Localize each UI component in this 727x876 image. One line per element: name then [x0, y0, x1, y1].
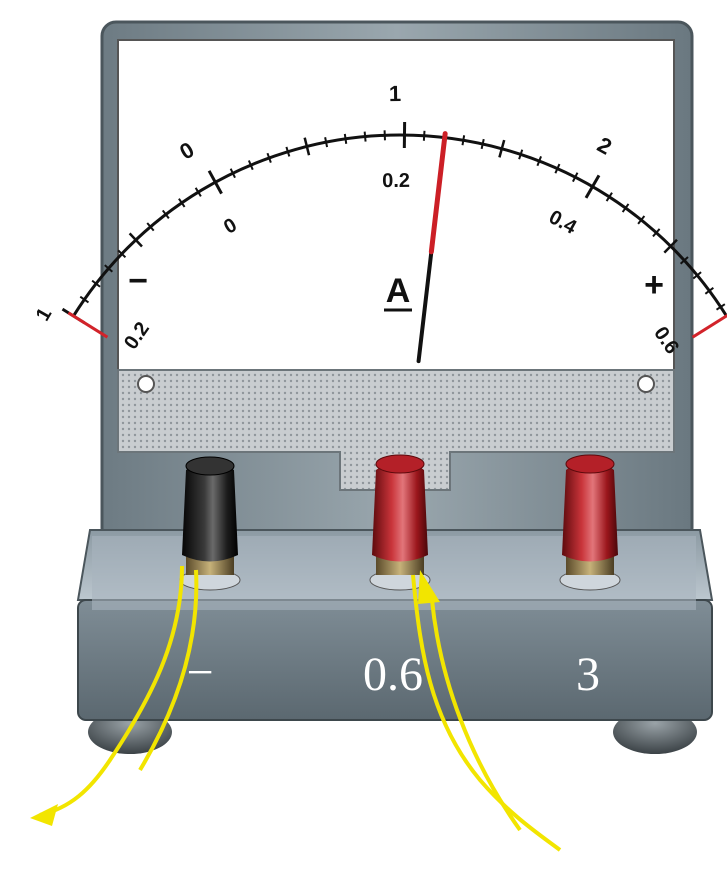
terminal-0.6[interactable]	[369, 454, 431, 591]
scale-tick	[637, 215, 646, 225]
wire-positive-2	[430, 599, 522, 832]
scale-ticks	[61, 122, 727, 339]
scale-tick	[518, 149, 524, 160]
scale-tick	[536, 156, 542, 167]
scale-tick	[704, 287, 714, 295]
scale-tick	[178, 198, 186, 208]
scale-tick	[104, 264, 113, 273]
mirror-strip	[117, 369, 675, 491]
scale-tick	[324, 137, 329, 148]
terminal-3[interactable]	[559, 454, 621, 591]
scale-end-mark	[691, 313, 727, 339]
scale-tick	[461, 135, 466, 146]
terminal-negative[interactable]	[179, 456, 241, 591]
scale-tick	[605, 192, 613, 202]
wire-negative-2	[138, 569, 199, 772]
scale-tick	[247, 160, 254, 171]
wire-positive	[411, 574, 562, 852]
minus-polarity-label: −	[128, 262, 148, 300]
upper-label-left-end: 1	[32, 304, 57, 325]
upper-label-1: 1	[389, 81, 402, 106]
scale-tick	[194, 187, 202, 197]
right-screw	[637, 375, 655, 393]
scale-tick	[584, 174, 601, 199]
scale-tick	[498, 139, 506, 158]
scale-tick	[554, 163, 561, 174]
scale-tick	[480, 138, 485, 150]
scale-tick	[652, 228, 661, 238]
scale-tick	[303, 137, 311, 156]
terminal-label-0.6: 0.6	[363, 648, 423, 701]
wire-negative	[39, 565, 184, 817]
scale-tick	[285, 146, 291, 157]
terminal-label-negative: −	[186, 646, 213, 699]
scale-tick	[79, 295, 90, 304]
scale-tick	[161, 209, 170, 219]
scale-tick	[266, 152, 272, 163]
scale-tick	[422, 130, 426, 141]
scale-tick	[117, 249, 127, 259]
unit-symbol: A	[386, 272, 411, 310]
scale-tick	[663, 238, 678, 254]
scale-tick	[146, 222, 155, 232]
scale-tick	[363, 131, 367, 142]
lower-label-1: 0.2	[382, 170, 410, 192]
scale-tick	[692, 271, 702, 280]
wire-arrow-out	[30, 804, 58, 826]
wire-arrow-in	[418, 570, 440, 604]
scale-tick	[343, 133, 348, 144]
dial-face	[117, 39, 675, 371]
scale-tick	[715, 303, 726, 311]
scale-tick	[679, 256, 689, 265]
meter-needle	[416, 131, 448, 364]
scale-tick	[207, 170, 223, 195]
scale-end-mark	[67, 311, 109, 339]
terminal-label-3: 3	[576, 648, 600, 701]
scale-tick	[572, 172, 579, 183]
scale-tick	[91, 279, 101, 288]
left-screw	[137, 375, 155, 393]
scale-tick	[128, 232, 143, 248]
scale-tick	[229, 168, 236, 179]
scale-tick	[621, 203, 630, 213]
plus-polarity-label: +	[644, 266, 664, 304]
